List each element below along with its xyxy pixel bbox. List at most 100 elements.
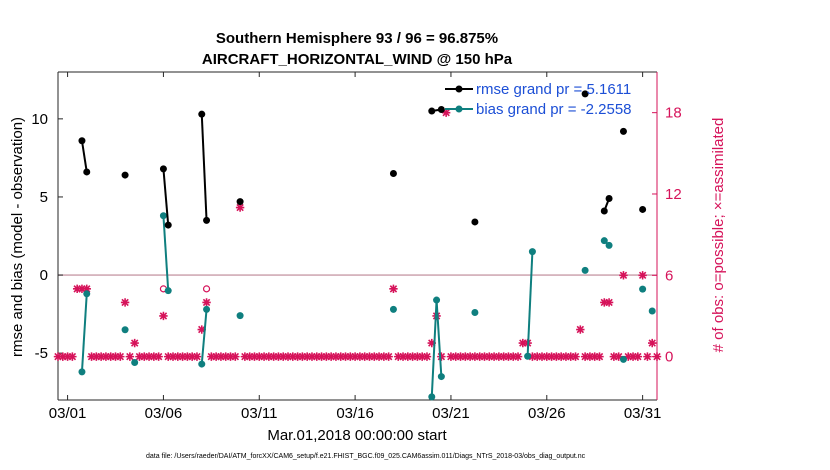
obs-assimilated-marker xyxy=(168,352,178,361)
obs-assimilated-marker xyxy=(576,325,585,334)
obs-assimilated-marker xyxy=(288,352,298,361)
obs-assimilated-marker xyxy=(384,352,393,361)
obs-assimilated-marker xyxy=(336,352,345,361)
bias-point xyxy=(131,359,139,367)
obs-assimilated-marker xyxy=(609,352,619,361)
y-tick-label-left: 10 xyxy=(31,111,48,128)
obs-assimilated-marker xyxy=(509,352,518,361)
obs-assimilated-marker xyxy=(279,352,288,361)
rmse-point xyxy=(437,105,445,113)
y-tick-label-left: 0 xyxy=(40,267,48,284)
obs-assimilated-marker xyxy=(533,352,542,361)
plot-area: 03/01 03/06 03/11 03/16 03/21 03/26 03/31 -5 0 5 1… xyxy=(31,71,682,422)
obs-assimilated-marker xyxy=(96,352,106,361)
rmse-line xyxy=(80,140,88,173)
bias-point xyxy=(121,326,129,334)
obs-assimilated-marker xyxy=(542,352,551,361)
obs-assimilated-marker xyxy=(331,352,341,361)
obs-assimilated-marker xyxy=(240,352,250,361)
bias-point xyxy=(639,285,647,293)
rmse-point xyxy=(428,107,436,115)
obs-assimilated-marker xyxy=(633,352,643,361)
obs-assimilated-marker xyxy=(274,352,283,361)
y-tick-label-right: 0 xyxy=(665,349,673,366)
obs-assimilated-marker xyxy=(446,352,456,361)
obs-assimilated-marker xyxy=(408,352,417,361)
y-axis-label-right: # of obs: o=possible; ×=assimilated xyxy=(710,118,727,353)
bias-point xyxy=(428,393,436,401)
obs-assimilated-marker xyxy=(259,352,269,361)
bias-point xyxy=(528,248,536,256)
obs-assimilated-marker xyxy=(298,352,307,361)
obs-assimilated-marker xyxy=(92,352,101,361)
x-tick-label: 03/06 xyxy=(145,405,183,422)
obs-assimilated-marker xyxy=(211,352,221,361)
obs-assimilated-marker xyxy=(250,352,259,361)
bias-point xyxy=(437,373,445,381)
bias-point xyxy=(83,290,91,298)
bias-legend-label: bias grand pr = -2.2558 xyxy=(476,101,632,118)
obs-assimilated-marker xyxy=(552,352,561,361)
obs-assimilated-marker xyxy=(648,338,657,348)
obs-assimilated-marker xyxy=(269,352,278,361)
chart-title: Southern Hemisphere 93 / 96 = 96.875% xyxy=(216,30,498,47)
bias-point xyxy=(581,266,589,274)
obs-assimilated-marker xyxy=(360,352,369,361)
rmse-point xyxy=(121,171,129,179)
obs-assimilated-marker xyxy=(513,352,523,361)
rmse-point xyxy=(619,127,627,135)
rmse-legend-marker xyxy=(455,85,463,93)
obs-assimilated-marker xyxy=(528,352,537,361)
obs-assimilated-marker xyxy=(346,352,355,361)
rmse-line xyxy=(200,114,208,221)
rmse-point xyxy=(203,216,211,224)
obs-assimilated-marker xyxy=(590,352,599,361)
obs-assimilated-marker xyxy=(226,352,235,361)
obs-assimilated-marker xyxy=(350,352,360,361)
obs-assimilated-marker xyxy=(255,352,264,361)
obs-assimilated-marker xyxy=(461,352,470,361)
obs-assimilated-marker xyxy=(379,352,389,361)
obs-assimilated-marker xyxy=(144,352,154,361)
obs-assimilated-marker xyxy=(53,352,63,361)
bias-point xyxy=(389,305,397,313)
bias-line xyxy=(162,215,170,291)
obs-assimilated-marker xyxy=(595,352,604,361)
obs-assimilated-marker xyxy=(68,352,77,361)
x-axis-label: Mar.01,2018 00:00:00 start xyxy=(267,427,447,444)
obs-assimilated-marker xyxy=(87,352,96,361)
obs-assimilated-marker xyxy=(130,338,139,348)
obs-assimilated-marker xyxy=(216,352,226,361)
rmse-line xyxy=(162,168,170,226)
obs-assimilated-marker xyxy=(197,325,206,334)
obs-assimilated-marker xyxy=(600,298,609,307)
obs-assimilated-marker xyxy=(202,298,211,307)
bias-point xyxy=(471,309,479,317)
obs-assimilated-marker xyxy=(624,352,633,361)
obs-assimilated-marker xyxy=(470,352,480,361)
rmse-point xyxy=(236,198,244,206)
obs-assimilated-marker xyxy=(207,352,216,361)
obs-assimilated-marker xyxy=(485,352,494,361)
obs-assimilated-marker xyxy=(413,352,422,361)
x-tick-label: 03/26 xyxy=(528,405,566,422)
obs-assimilated-marker xyxy=(341,352,350,361)
obs-assimilated-marker xyxy=(628,352,638,361)
obs-assimilated-marker xyxy=(159,311,168,321)
obs-assimilated-marker xyxy=(494,352,504,361)
obs-assimilated-marker xyxy=(614,352,623,361)
bias-point xyxy=(600,237,608,245)
obs-assimilated-marker xyxy=(638,271,647,280)
bias-point xyxy=(159,212,167,220)
x-tick-label: 03/16 xyxy=(336,405,374,422)
rmse-point xyxy=(605,195,613,203)
obs-assimilated-marker xyxy=(111,352,120,361)
obs-assimilated-marker xyxy=(63,352,72,361)
obs-assimilated-marker xyxy=(221,352,230,361)
obs-assimilated-marker xyxy=(394,352,403,361)
obs-assimilated-marker xyxy=(283,352,293,361)
obs-assimilated-marker xyxy=(245,352,254,361)
obs-assimilated-marker xyxy=(58,352,67,361)
bias-point xyxy=(164,287,172,295)
